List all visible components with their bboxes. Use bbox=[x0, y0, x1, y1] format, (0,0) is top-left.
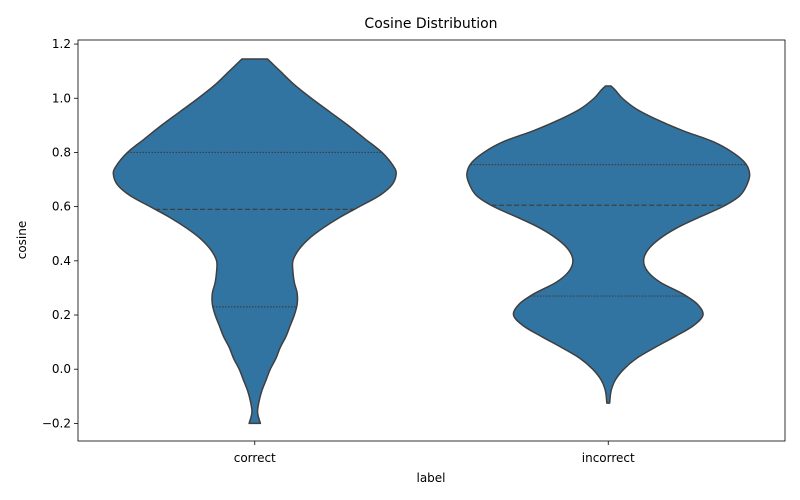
y-axis-label: cosine bbox=[15, 221, 29, 260]
chart-title: Cosine Distribution bbox=[364, 16, 497, 32]
y-tick-label: −0.2 bbox=[42, 416, 71, 430]
x-tick-label: incorrect bbox=[582, 451, 635, 465]
violin-correct bbox=[112, 58, 397, 425]
y-tick-label: 0.8 bbox=[52, 145, 71, 159]
x-axis-label: label bbox=[416, 471, 445, 485]
y-tick-label: 0.6 bbox=[52, 200, 71, 214]
y-tick-label: 1.2 bbox=[52, 37, 71, 51]
violin-incorrect bbox=[466, 85, 751, 404]
axes: −0.2 0.0 0.2 0.4 0.6 0.8 1.0 1.2 correct incorrec… bbox=[42, 37, 786, 465]
x-tick-label: correct bbox=[234, 451, 276, 465]
y-tick-label: 0.4 bbox=[52, 254, 71, 268]
y-tick-label: 1.0 bbox=[52, 91, 71, 105]
y-tick-label: 0.2 bbox=[52, 308, 71, 322]
plot-frame bbox=[77, 39, 786, 442]
y-tick-label: 0.0 bbox=[52, 362, 71, 376]
violins bbox=[112, 58, 751, 425]
